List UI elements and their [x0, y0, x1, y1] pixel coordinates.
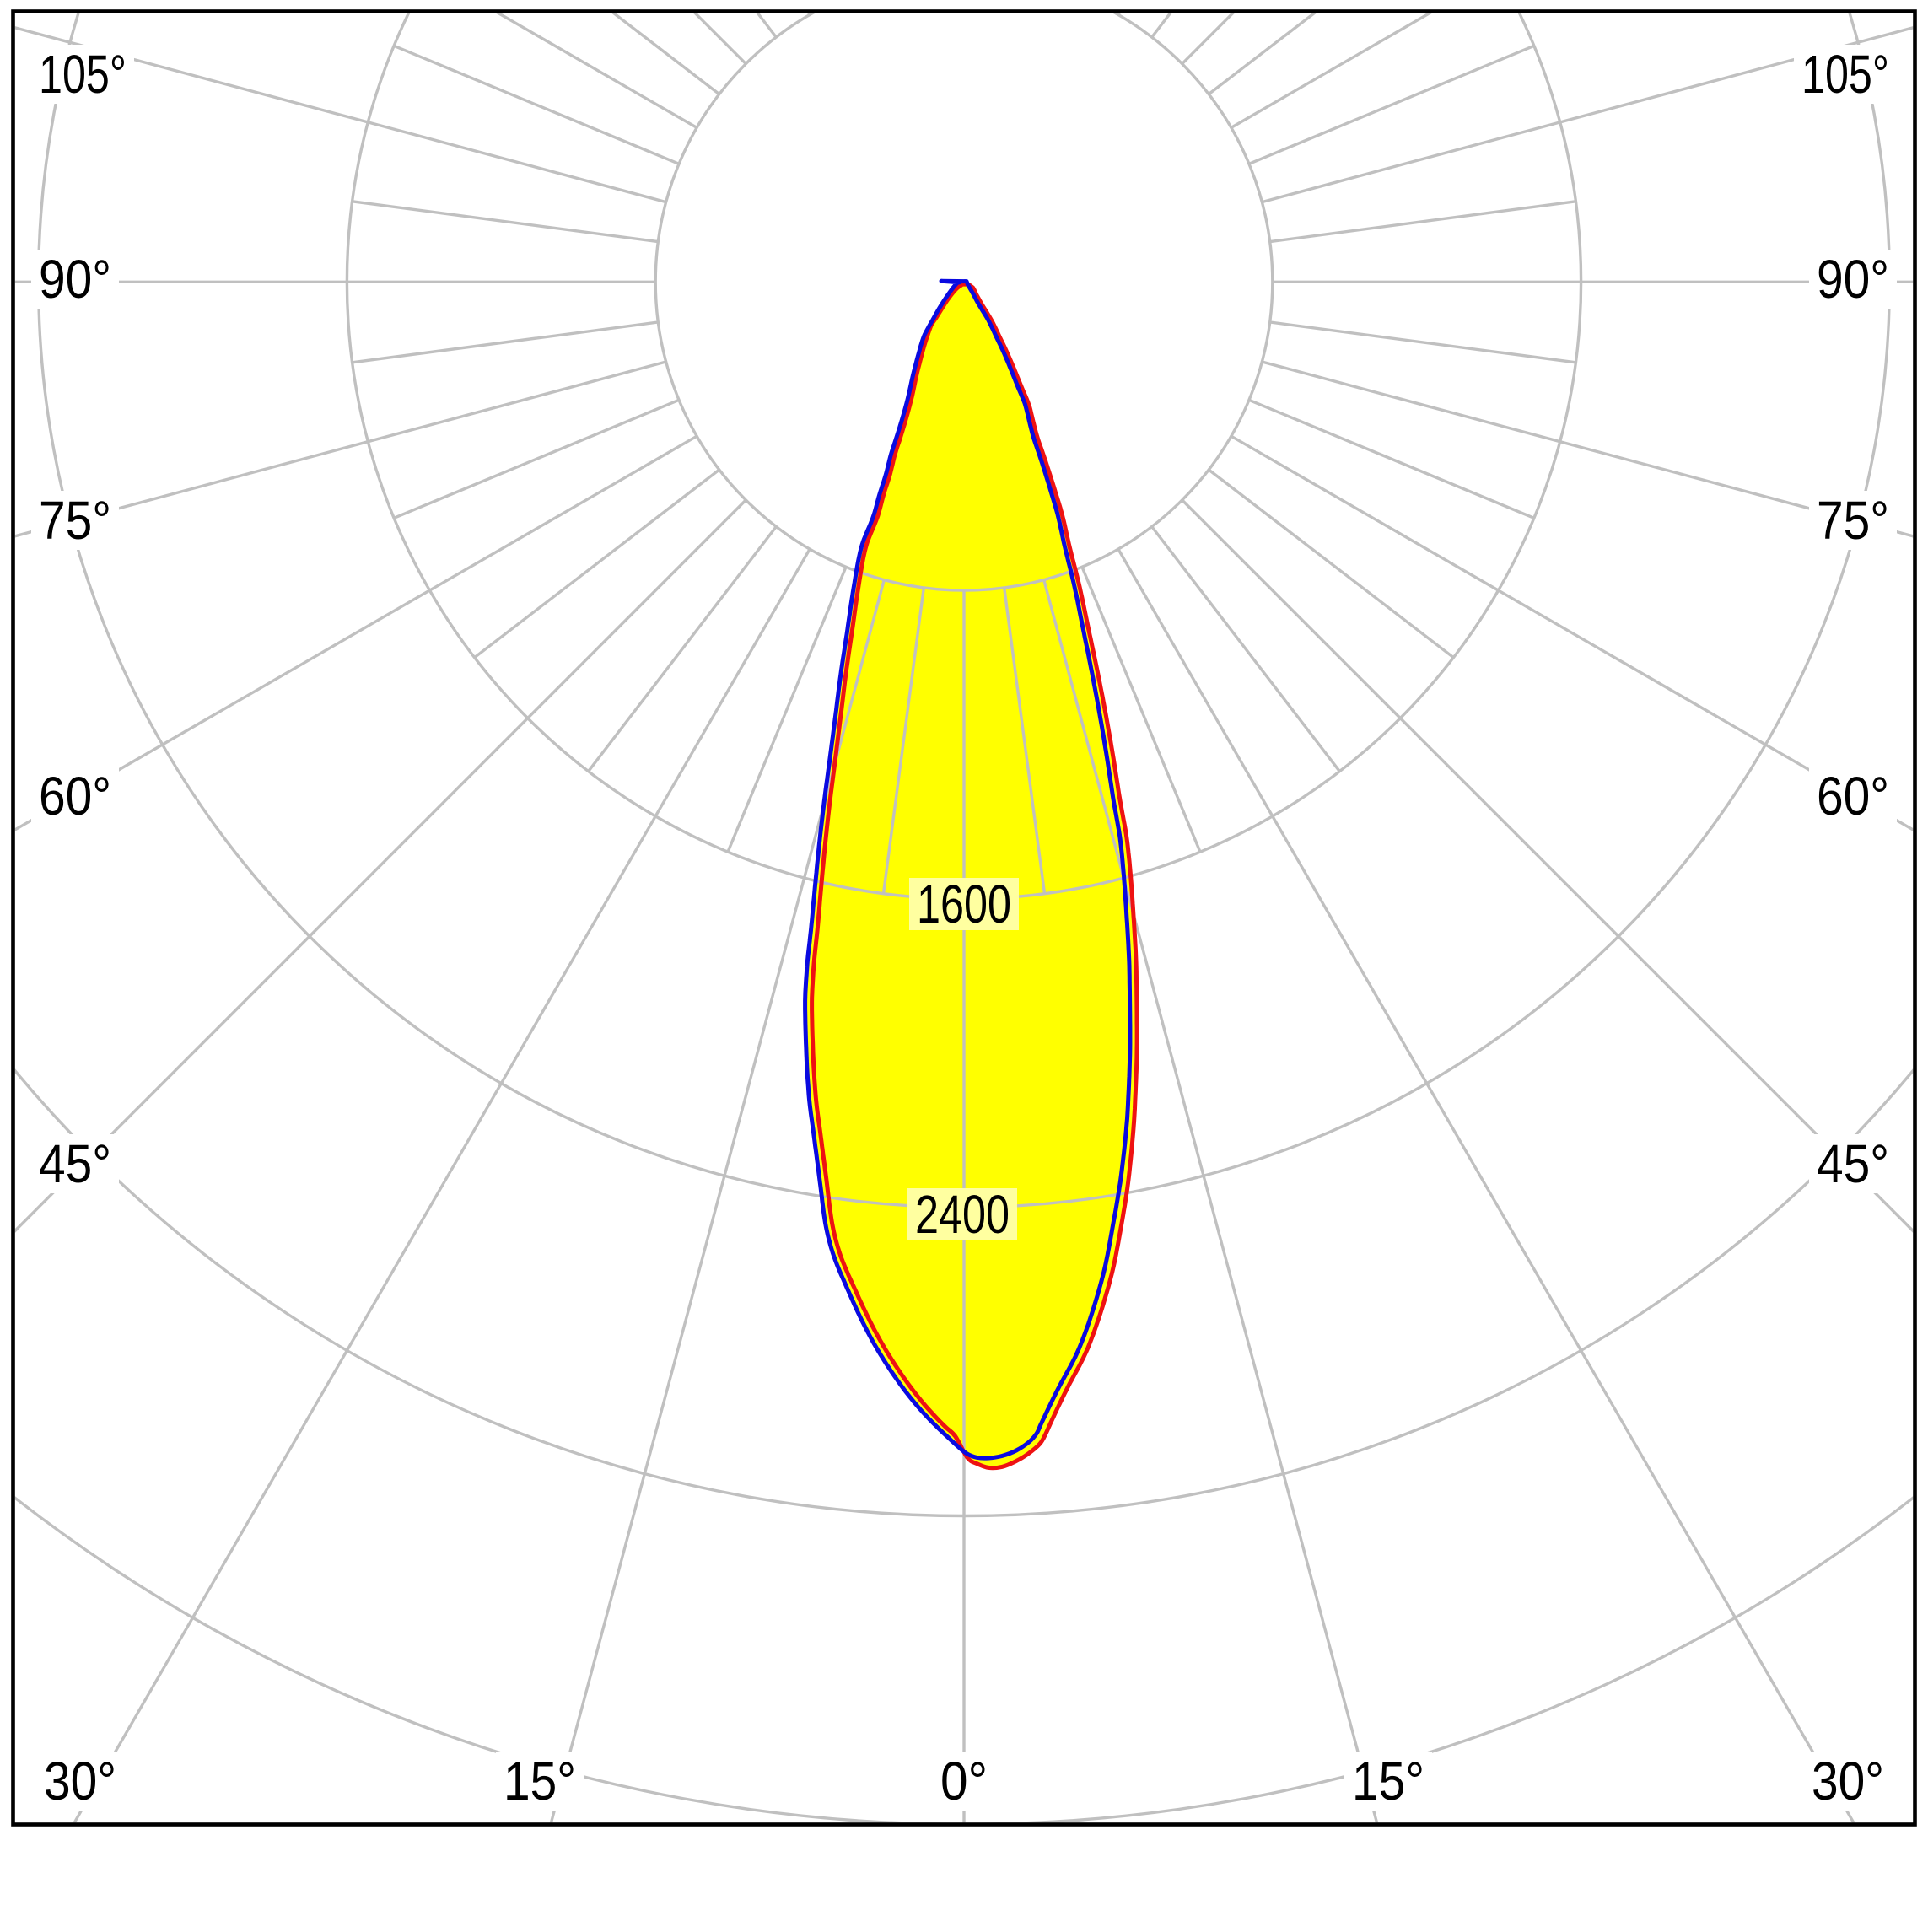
svg-text:1600: 1600	[917, 874, 1011, 934]
svg-text:30°: 30°	[1812, 1751, 1884, 1811]
svg-text:90°: 90°	[1817, 249, 1889, 309]
svg-text:15°: 15°	[504, 1751, 576, 1811]
svg-text:2400: 2400	[915, 1184, 1010, 1245]
svg-text:75°: 75°	[1817, 490, 1889, 551]
svg-text:90°: 90°	[39, 249, 111, 309]
svg-text:60°: 60°	[1817, 766, 1889, 826]
svg-text:0°: 0°	[940, 1751, 988, 1811]
svg-text:60°: 60°	[39, 766, 111, 826]
svg-text:45°: 45°	[39, 1133, 111, 1194]
svg-text:45°: 45°	[1817, 1133, 1889, 1194]
svg-text:30°: 30°	[44, 1751, 116, 1811]
svg-text:105°: 105°	[1801, 44, 1889, 105]
svg-text:105°: 105°	[39, 44, 127, 105]
svg-text:75°: 75°	[39, 490, 111, 551]
svg-text:15°: 15°	[1352, 1751, 1424, 1811]
